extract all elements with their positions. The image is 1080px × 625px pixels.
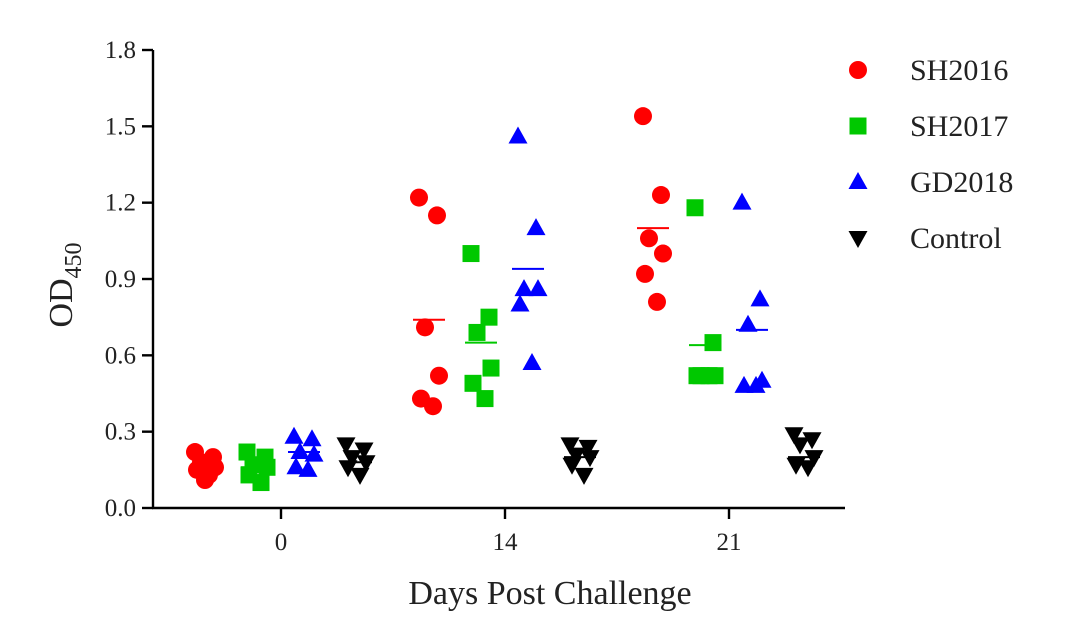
data-point <box>338 460 358 478</box>
y-tick-label: 1.8 <box>105 37 136 64</box>
data-point <box>634 107 652 126</box>
data-point <box>476 390 494 408</box>
series-gd2018 <box>284 126 772 477</box>
x-tick-label: 14 <box>493 529 519 556</box>
data-point <box>290 442 310 460</box>
legend-item-sh2017: SH2017 <box>849 110 1008 143</box>
data-point <box>416 318 434 337</box>
series-control <box>336 427 824 485</box>
data-point <box>342 450 362 468</box>
data-point <box>302 429 322 447</box>
data-point <box>574 467 594 485</box>
data-point <box>336 437 356 455</box>
legend-marker <box>848 231 868 248</box>
data-point <box>428 206 446 225</box>
data-point <box>746 375 766 393</box>
data-point <box>468 323 486 341</box>
y-axis-title-main: OD <box>43 278 80 327</box>
data-point <box>508 126 528 144</box>
legend-label: SH2017 <box>910 110 1008 143</box>
data-point <box>562 457 582 475</box>
y-axis-title-subscript: 450 <box>61 242 87 278</box>
y-tick-label: 1.5 <box>105 113 136 140</box>
legend-item-gd2018: GD2018 <box>848 166 1013 199</box>
data-point <box>784 427 804 445</box>
data-point <box>464 374 482 392</box>
series-sh2016 <box>186 107 672 490</box>
legend-label: SH2016 <box>910 54 1008 87</box>
x-tick-label: 0 <box>275 529 288 556</box>
data-point <box>196 471 214 490</box>
data-point <box>480 308 498 326</box>
data-point <box>734 375 754 393</box>
data-point <box>578 439 598 457</box>
data-point <box>304 444 324 462</box>
data-point <box>410 188 428 207</box>
legend: SH2016 SH2017 GD2018 Control <box>848 54 1013 255</box>
legend-marker <box>848 172 868 189</box>
data-point <box>804 450 824 468</box>
data-point <box>462 245 480 263</box>
data-point <box>640 229 658 248</box>
x-tick-label: 21 <box>717 529 742 556</box>
data-point <box>732 192 752 210</box>
data-point <box>566 447 586 465</box>
data-point <box>354 442 374 460</box>
series-sh2017 <box>238 199 724 492</box>
data-point <box>686 199 704 217</box>
data-point <box>482 359 500 377</box>
legend-label: GD2018 <box>910 166 1013 199</box>
data-point <box>424 397 442 416</box>
data-point <box>560 437 580 455</box>
data-point <box>700 367 718 385</box>
data-point <box>802 432 822 450</box>
data-point <box>252 474 270 492</box>
data-point <box>580 450 600 468</box>
data-point <box>648 292 666 311</box>
legend-item-sh2016: SH2016 <box>849 54 1008 87</box>
data-point <box>704 334 722 352</box>
y-tick-label: 0.3 <box>105 419 136 446</box>
y-tick-label: 1.2 <box>105 190 136 217</box>
data-point <box>356 455 376 473</box>
legend-label: Control <box>910 222 1002 255</box>
data-point <box>350 467 370 485</box>
x-axis-title: Days Post Challenge <box>408 575 691 612</box>
data-point <box>636 264 654 283</box>
data-point <box>286 457 306 475</box>
data-point <box>298 459 318 477</box>
data-point <box>798 460 818 478</box>
legend-marker <box>849 61 867 79</box>
data-point <box>652 186 670 205</box>
data-point <box>790 437 810 455</box>
y-tick-label: 0.6 <box>105 342 136 369</box>
y-tick-label: 0.9 <box>105 266 136 293</box>
plot-area <box>186 107 824 492</box>
data-point <box>528 279 548 297</box>
legend-item-control: Control <box>848 222 1002 255</box>
data-point <box>514 279 534 297</box>
data-point <box>750 289 770 307</box>
y-tick-label: 0.0 <box>105 495 136 522</box>
data-point <box>738 314 758 332</box>
data-point <box>510 294 530 312</box>
data-point <box>522 352 542 370</box>
data-point <box>654 244 672 263</box>
data-point <box>284 426 304 444</box>
data-point <box>526 218 546 236</box>
axes: Days Post Challenge OD450 0.0 0.3 0.6 0.9 1.… <box>43 37 845 612</box>
data-point <box>258 458 276 476</box>
y-axis-title: OD450 <box>43 242 87 327</box>
legend-marker <box>849 117 867 135</box>
data-point <box>430 366 448 385</box>
